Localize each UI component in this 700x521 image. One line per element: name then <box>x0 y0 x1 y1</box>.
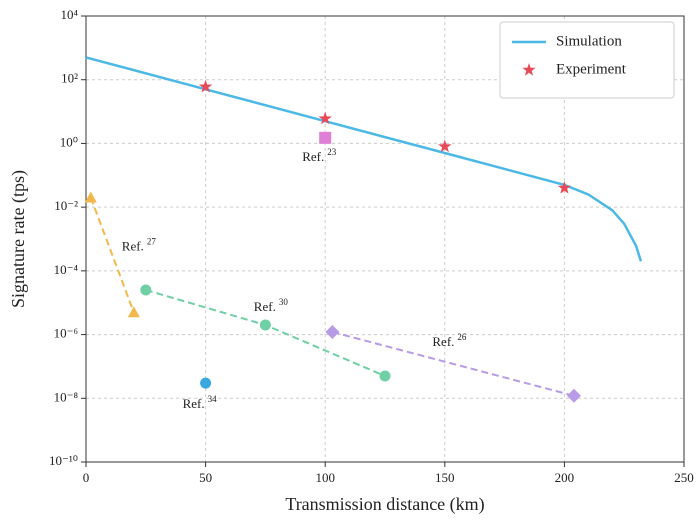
x-axis-label: Transmission distance (km) <box>285 494 484 515</box>
x-tick-label: 150 <box>435 470 455 485</box>
y-tick-label: 10⁰ <box>60 134 78 149</box>
x-tick-label: 250 <box>674 470 694 485</box>
x-tick-label: 100 <box>315 470 335 485</box>
annotation-text: Ref. <box>122 239 144 254</box>
x-tick-label: 200 <box>555 470 575 485</box>
y-tick-label: 10⁻⁶ <box>54 326 78 341</box>
annotation: Ref. 30 <box>254 297 289 314</box>
annotation: Ref. 34 <box>183 394 218 411</box>
annotation: Ref. 23 <box>302 147 337 164</box>
annotation: Ref. 26 <box>432 332 467 349</box>
circle-marker <box>259 319 271 331</box>
y-tick-label: 10⁴ <box>60 7 78 22</box>
series-line <box>332 331 575 397</box>
annotation-sup: 26 <box>457 332 467 342</box>
legend-label: Experiment <box>556 61 627 77</box>
plot-frame <box>85 15 685 463</box>
annotation-sup: 27 <box>147 237 157 247</box>
series-line <box>85 56 643 262</box>
series-line <box>89 197 135 313</box>
y-tick-label: 10² <box>61 71 78 86</box>
square-marker <box>319 131 332 144</box>
x-tick-label: 50 <box>199 470 212 485</box>
annotation-text: Ref. <box>183 396 205 411</box>
annotation-sup: 34 <box>208 394 218 404</box>
star-marker <box>318 111 332 125</box>
annotation: Ref. 27 <box>122 237 157 254</box>
diamond-marker <box>325 325 340 340</box>
circle-marker <box>140 284 152 296</box>
star-marker <box>522 63 536 76</box>
circle-marker <box>379 370 391 382</box>
diamond-marker <box>566 388 581 403</box>
circle-marker <box>200 377 212 389</box>
legend-label: Simulation <box>556 33 622 49</box>
y-tick-label: 10⁻⁴ <box>54 262 79 277</box>
triangle-marker <box>127 306 140 318</box>
y-tick-label: 10⁻¹⁰ <box>49 453 78 468</box>
x-tick-label: 0 <box>83 470 90 485</box>
annotation-sup: 30 <box>279 297 289 307</box>
annotation-sup: 23 <box>327 147 337 157</box>
y-tick-label: 10⁻⁸ <box>54 389 79 404</box>
annotation-text: Ref. <box>254 299 276 314</box>
annotation-text: Ref. <box>302 149 324 164</box>
triangle-marker <box>84 191 97 203</box>
y-axis-label: Signature rate (tps) <box>8 170 29 308</box>
star-marker <box>438 139 452 153</box>
y-tick-label: 10⁻² <box>54 198 78 213</box>
annotation-text: Ref. <box>432 334 454 349</box>
star-marker <box>557 181 572 194</box>
star-marker <box>198 79 213 93</box>
